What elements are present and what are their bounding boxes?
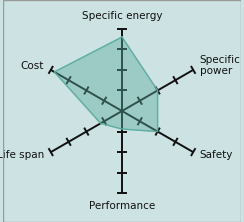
Text: Specific
power: Specific power (200, 55, 241, 76)
Text: Performance: Performance (89, 201, 155, 211)
Text: Life span: Life span (0, 150, 44, 161)
Text: Specific energy: Specific energy (82, 11, 162, 21)
Polygon shape (54, 37, 158, 132)
Text: Safety: Safety (200, 150, 233, 161)
Text: Cost: Cost (21, 61, 44, 71)
